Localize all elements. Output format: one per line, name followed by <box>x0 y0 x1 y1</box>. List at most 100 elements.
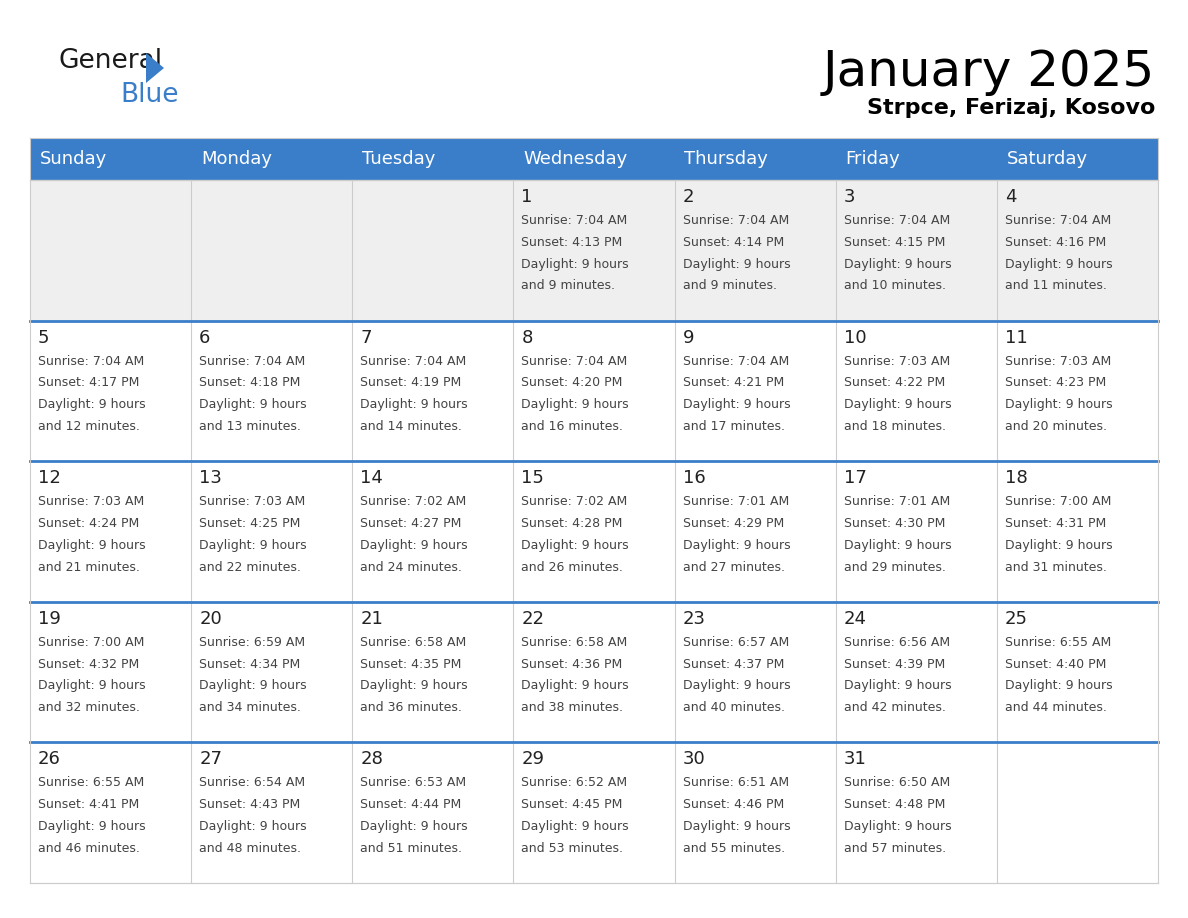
Text: 31: 31 <box>843 750 866 768</box>
Text: and 26 minutes.: and 26 minutes. <box>522 561 624 574</box>
Text: 14: 14 <box>360 469 384 487</box>
Text: and 14 minutes.: and 14 minutes. <box>360 420 462 433</box>
Text: Sunset: 4:44 PM: Sunset: 4:44 PM <box>360 798 461 812</box>
Text: 18: 18 <box>1005 469 1028 487</box>
Text: Daylight: 9 hours: Daylight: 9 hours <box>1005 539 1112 552</box>
Text: Tuesday: Tuesday <box>362 150 435 168</box>
Text: Daylight: 9 hours: Daylight: 9 hours <box>1005 258 1112 271</box>
Text: Sunset: 4:14 PM: Sunset: 4:14 PM <box>683 236 784 249</box>
Text: and 10 minutes.: and 10 minutes. <box>843 279 946 292</box>
Text: Sunset: 4:20 PM: Sunset: 4:20 PM <box>522 376 623 389</box>
Text: 16: 16 <box>683 469 706 487</box>
Text: Daylight: 9 hours: Daylight: 9 hours <box>38 820 146 833</box>
Text: Daylight: 9 hours: Daylight: 9 hours <box>843 258 952 271</box>
Text: 6: 6 <box>200 329 210 347</box>
Text: Sunset: 4:39 PM: Sunset: 4:39 PM <box>843 657 944 670</box>
Text: Thursday: Thursday <box>684 150 769 168</box>
Text: and 21 minutes.: and 21 minutes. <box>38 561 140 574</box>
Text: 24: 24 <box>843 610 867 628</box>
Text: and 46 minutes.: and 46 minutes. <box>38 842 140 855</box>
Text: Sunset: 4:25 PM: Sunset: 4:25 PM <box>200 517 301 530</box>
Text: and 16 minutes.: and 16 minutes. <box>522 420 624 433</box>
Text: Sunrise: 6:57 AM: Sunrise: 6:57 AM <box>683 636 789 649</box>
Bar <box>30 138 1158 180</box>
Text: Sunset: 4:16 PM: Sunset: 4:16 PM <box>1005 236 1106 249</box>
Text: Sunset: 4:35 PM: Sunset: 4:35 PM <box>360 657 462 670</box>
Text: Sunrise: 7:03 AM: Sunrise: 7:03 AM <box>843 354 950 367</box>
Text: 19: 19 <box>38 610 61 628</box>
Text: Sunset: 4:19 PM: Sunset: 4:19 PM <box>360 376 461 389</box>
Text: Sunset: 4:37 PM: Sunset: 4:37 PM <box>683 657 784 670</box>
Text: and 18 minutes.: and 18 minutes. <box>843 420 946 433</box>
Text: Daylight: 9 hours: Daylight: 9 hours <box>38 539 146 552</box>
Text: Daylight: 9 hours: Daylight: 9 hours <box>200 679 307 692</box>
Text: Daylight: 9 hours: Daylight: 9 hours <box>522 258 630 271</box>
Text: 2: 2 <box>683 188 694 206</box>
Text: Daylight: 9 hours: Daylight: 9 hours <box>683 820 790 833</box>
Text: 13: 13 <box>200 469 222 487</box>
Text: Daylight: 9 hours: Daylight: 9 hours <box>683 398 790 411</box>
Text: 10: 10 <box>843 329 866 347</box>
Text: and 51 minutes.: and 51 minutes. <box>360 842 462 855</box>
Text: and 11 minutes.: and 11 minutes. <box>1005 279 1107 292</box>
Text: and 31 minutes.: and 31 minutes. <box>1005 561 1107 574</box>
Text: Daylight: 9 hours: Daylight: 9 hours <box>360 539 468 552</box>
Text: Sunset: 4:32 PM: Sunset: 4:32 PM <box>38 657 139 670</box>
Text: and 12 minutes.: and 12 minutes. <box>38 420 140 433</box>
Text: Sunrise: 7:00 AM: Sunrise: 7:00 AM <box>38 636 145 649</box>
Bar <box>30 180 1158 320</box>
Text: and 44 minutes.: and 44 minutes. <box>1005 701 1107 714</box>
Text: 25: 25 <box>1005 610 1028 628</box>
Text: Sunset: 4:43 PM: Sunset: 4:43 PM <box>200 798 301 812</box>
Text: 12: 12 <box>38 469 61 487</box>
Text: Sunset: 4:30 PM: Sunset: 4:30 PM <box>843 517 946 530</box>
Text: Sunrise: 6:55 AM: Sunrise: 6:55 AM <box>38 777 144 789</box>
Text: 11: 11 <box>1005 329 1028 347</box>
Text: Sunset: 4:18 PM: Sunset: 4:18 PM <box>200 376 301 389</box>
Text: Daylight: 9 hours: Daylight: 9 hours <box>200 539 307 552</box>
Text: Daylight: 9 hours: Daylight: 9 hours <box>38 679 146 692</box>
Text: Sunrise: 7:03 AM: Sunrise: 7:03 AM <box>1005 354 1111 367</box>
Text: 21: 21 <box>360 610 384 628</box>
Text: Strpce, Ferizaj, Kosovo: Strpce, Ferizaj, Kosovo <box>866 98 1155 118</box>
Text: Daylight: 9 hours: Daylight: 9 hours <box>38 398 146 411</box>
Text: Sunset: 4:40 PM: Sunset: 4:40 PM <box>1005 657 1106 670</box>
Text: 5: 5 <box>38 329 50 347</box>
Text: and 48 minutes.: and 48 minutes. <box>200 842 301 855</box>
Text: Daylight: 9 hours: Daylight: 9 hours <box>843 820 952 833</box>
Text: Wednesday: Wednesday <box>523 150 627 168</box>
Text: Daylight: 9 hours: Daylight: 9 hours <box>360 398 468 411</box>
Text: 30: 30 <box>683 750 706 768</box>
Text: Sunset: 4:13 PM: Sunset: 4:13 PM <box>522 236 623 249</box>
Text: Daylight: 9 hours: Daylight: 9 hours <box>1005 679 1112 692</box>
Text: Sunrise: 7:02 AM: Sunrise: 7:02 AM <box>360 495 467 509</box>
Text: Sunset: 4:34 PM: Sunset: 4:34 PM <box>200 657 301 670</box>
Text: Sunrise: 7:04 AM: Sunrise: 7:04 AM <box>38 354 144 367</box>
Text: Friday: Friday <box>846 150 901 168</box>
Text: 1: 1 <box>522 188 532 206</box>
Text: Daylight: 9 hours: Daylight: 9 hours <box>683 679 790 692</box>
Text: Sunrise: 7:04 AM: Sunrise: 7:04 AM <box>843 214 950 227</box>
Text: Sunset: 4:45 PM: Sunset: 4:45 PM <box>522 798 623 812</box>
Text: and 42 minutes.: and 42 minutes. <box>843 701 946 714</box>
Text: Sunrise: 7:01 AM: Sunrise: 7:01 AM <box>683 495 789 509</box>
Text: Sunrise: 7:04 AM: Sunrise: 7:04 AM <box>200 354 305 367</box>
Text: Sunrise: 6:59 AM: Sunrise: 6:59 AM <box>200 636 305 649</box>
Text: Sunrise: 7:03 AM: Sunrise: 7:03 AM <box>200 495 305 509</box>
Text: Monday: Monday <box>201 150 272 168</box>
Text: and 40 minutes.: and 40 minutes. <box>683 701 784 714</box>
Text: Sunrise: 7:01 AM: Sunrise: 7:01 AM <box>843 495 950 509</box>
Text: Sunrise: 7:04 AM: Sunrise: 7:04 AM <box>522 214 627 227</box>
Text: Daylight: 9 hours: Daylight: 9 hours <box>843 679 952 692</box>
Text: Sunset: 4:31 PM: Sunset: 4:31 PM <box>1005 517 1106 530</box>
Text: and 9 minutes.: and 9 minutes. <box>522 279 615 292</box>
Text: Sunset: 4:41 PM: Sunset: 4:41 PM <box>38 798 139 812</box>
Text: Daylight: 9 hours: Daylight: 9 hours <box>522 820 630 833</box>
Text: Daylight: 9 hours: Daylight: 9 hours <box>522 398 630 411</box>
Text: Daylight: 9 hours: Daylight: 9 hours <box>843 398 952 411</box>
Text: Sunset: 4:21 PM: Sunset: 4:21 PM <box>683 376 784 389</box>
Text: and 29 minutes.: and 29 minutes. <box>843 561 946 574</box>
Text: Sunrise: 7:04 AM: Sunrise: 7:04 AM <box>683 214 789 227</box>
Text: Sunrise: 6:54 AM: Sunrise: 6:54 AM <box>200 777 305 789</box>
Text: 15: 15 <box>522 469 544 487</box>
